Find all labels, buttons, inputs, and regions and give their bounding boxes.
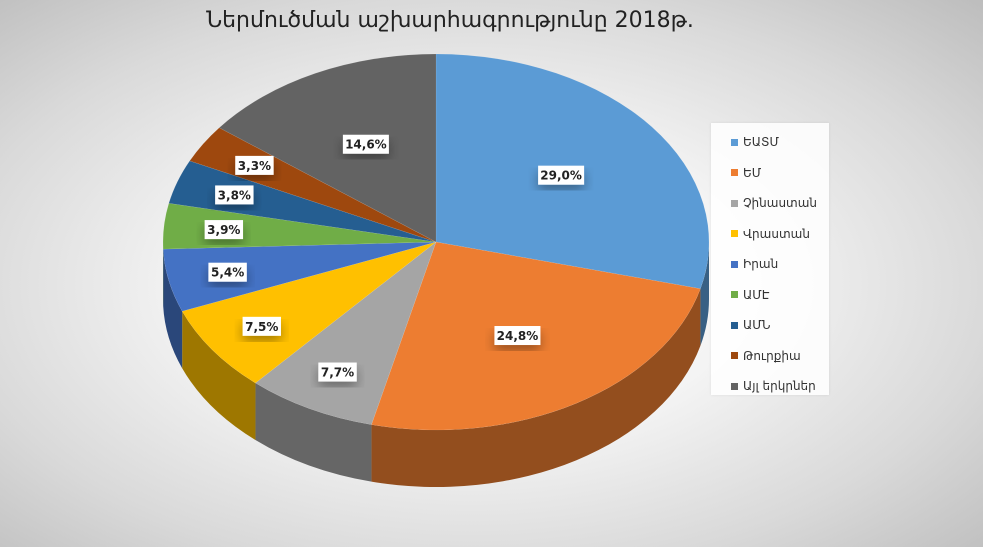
legend-label-1: ԵԱՏՄ <box>743 135 779 150</box>
legend-item-7: ԱՄՆ <box>711 310 829 341</box>
data-label-5: 5,4% <box>211 266 244 280</box>
legend-swatch-3 <box>731 199 738 207</box>
legend-item-6: ԱՄԷ <box>711 280 829 311</box>
data-label-2: 24,8% <box>497 329 539 343</box>
pie-slice-9 <box>218 53 437 243</box>
legend-item-5: Իրան <box>711 249 829 280</box>
legend-item-9: Այլ երկրներ <box>711 371 829 402</box>
data-label-box-9 <box>342 134 389 154</box>
legend-label-7: ԱՄՆ <box>743 318 771 333</box>
data-label-1: 29,0% <box>540 169 582 183</box>
pie-slice-5 <box>162 241 437 312</box>
legend-label-5: Իրան <box>743 257 779 272</box>
pie-side-2 <box>371 288 701 488</box>
data-label-box-4 <box>242 316 281 336</box>
data-label-box-3 <box>318 362 357 382</box>
data-label-box-2 <box>494 326 541 346</box>
data-label-8: 3,3% <box>238 159 271 173</box>
data-label-box-1 <box>538 165 585 185</box>
legend-label-8: Թուրքիա <box>743 348 801 363</box>
pie-top-faces <box>162 53 710 431</box>
legend-label-9: Այլ երկրներ <box>743 379 816 394</box>
pie-side-4 <box>182 311 256 441</box>
data-label-box-6 <box>204 220 244 240</box>
legend-swatch-1 <box>731 138 738 146</box>
legend-swatch-4 <box>731 230 738 238</box>
pie-side-3 <box>255 383 372 482</box>
data-label-box-5 <box>208 262 247 282</box>
data-label-6: 3,9% <box>207 223 240 237</box>
pie-side-5 <box>163 249 183 369</box>
legend-swatch-2 <box>731 169 738 177</box>
chart-legend: ԵԱՏՄ ԵՄ Չինաստան Վրաստան Իրան ԱՄԷ ԱՄՆ Թուրքիա Այ… <box>711 123 829 395</box>
legend-swatch-6 <box>731 291 738 299</box>
legend-label-2: ԵՄ <box>743 165 762 180</box>
legend-swatch-5 <box>731 260 738 268</box>
pie-slice-4 <box>181 241 437 384</box>
data-label-9: 14,6% <box>345 138 387 152</box>
legend-item-8: Թուրքիա <box>711 341 829 372</box>
chart-title: Ներմուծման աշխարհագրությունը 2018թ. <box>206 8 694 33</box>
data-label-4: 7,5% <box>245 320 278 334</box>
legend-item-3: Չինաստան <box>711 188 829 219</box>
legend-label-6: ԱՄԷ <box>743 287 770 302</box>
legend-label-4: Վրաստան <box>743 226 810 241</box>
data-label-7: 3,8% <box>218 188 251 202</box>
pie-side-walls <box>163 242 709 488</box>
legend-swatch-7 <box>731 321 738 329</box>
legend-item-2: ԵՄ <box>711 158 829 189</box>
pie-side-1 <box>700 242 709 346</box>
pie-slice-7 <box>168 160 437 243</box>
legend-label-3: Չինաստան <box>743 196 818 211</box>
data-label-box-8 <box>235 155 274 175</box>
data-label-box-7 <box>215 185 254 205</box>
legend-swatch-9 <box>731 382 738 390</box>
data-label-3: 7,7% <box>321 366 354 380</box>
legend-item-4: Վրաստան <box>711 219 829 250</box>
pie-data-labels: 29,0% 24,8% 7,7% 7,5% 5,4% 3,9% 3,8% 3,3% 14,6% <box>204 134 585 382</box>
legend-item-1: ԵԱՏՄ <box>711 127 829 158</box>
legend-swatch-8 <box>731 352 738 360</box>
pie-slice-3 <box>255 241 437 425</box>
